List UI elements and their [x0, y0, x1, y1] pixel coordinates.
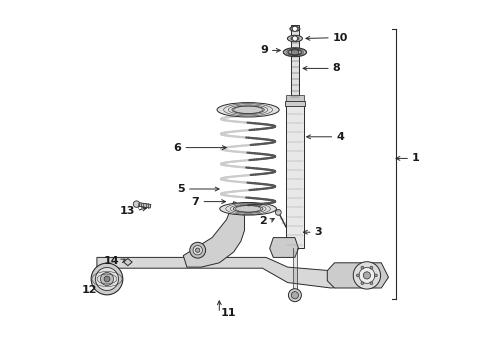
Text: 10: 10 — [332, 33, 347, 43]
Circle shape — [360, 282, 363, 285]
Bar — [285, 101, 303, 248]
Circle shape — [369, 266, 372, 269]
Circle shape — [193, 246, 202, 255]
Ellipse shape — [287, 49, 302, 55]
Circle shape — [195, 248, 200, 252]
Circle shape — [352, 262, 380, 289]
Circle shape — [360, 266, 363, 269]
Polygon shape — [97, 257, 377, 288]
Circle shape — [275, 210, 281, 215]
Text: 8: 8 — [332, 63, 340, 73]
Polygon shape — [183, 202, 244, 267]
Text: 12: 12 — [81, 285, 97, 295]
Text: 2: 2 — [259, 216, 266, 226]
Circle shape — [104, 276, 110, 282]
Circle shape — [288, 289, 301, 302]
Circle shape — [358, 267, 374, 283]
Text: 6: 6 — [173, 143, 181, 153]
Circle shape — [369, 282, 372, 285]
Polygon shape — [123, 258, 132, 266]
Text: 14: 14 — [104, 256, 120, 266]
Ellipse shape — [290, 37, 298, 40]
Text: 4: 4 — [336, 132, 344, 142]
Text: 3: 3 — [314, 227, 322, 237]
Polygon shape — [326, 263, 387, 288]
Text: 7: 7 — [191, 197, 199, 207]
Circle shape — [133, 201, 140, 207]
Circle shape — [91, 263, 122, 295]
Circle shape — [374, 274, 377, 277]
Ellipse shape — [287, 35, 302, 42]
Text: 1: 1 — [411, 153, 419, 163]
Text: 11: 11 — [221, 308, 236, 318]
Circle shape — [101, 273, 113, 285]
Bar — [285, 95, 303, 101]
Polygon shape — [269, 238, 298, 257]
Circle shape — [189, 242, 205, 258]
Ellipse shape — [231, 106, 264, 114]
Ellipse shape — [289, 27, 299, 31]
Ellipse shape — [217, 103, 279, 117]
Text: 9: 9 — [260, 45, 267, 55]
Bar — [290, 25, 298, 101]
Polygon shape — [136, 202, 151, 208]
Circle shape — [356, 274, 359, 277]
Ellipse shape — [283, 48, 306, 57]
Circle shape — [292, 26, 297, 31]
Text: 5: 5 — [177, 184, 185, 194]
Ellipse shape — [233, 205, 263, 212]
Circle shape — [292, 36, 297, 41]
Circle shape — [95, 267, 118, 291]
Circle shape — [291, 292, 298, 299]
Bar — [285, 101, 304, 106]
Circle shape — [291, 49, 298, 56]
Text: 13: 13 — [119, 206, 134, 216]
Ellipse shape — [219, 202, 276, 215]
Circle shape — [363, 272, 370, 279]
